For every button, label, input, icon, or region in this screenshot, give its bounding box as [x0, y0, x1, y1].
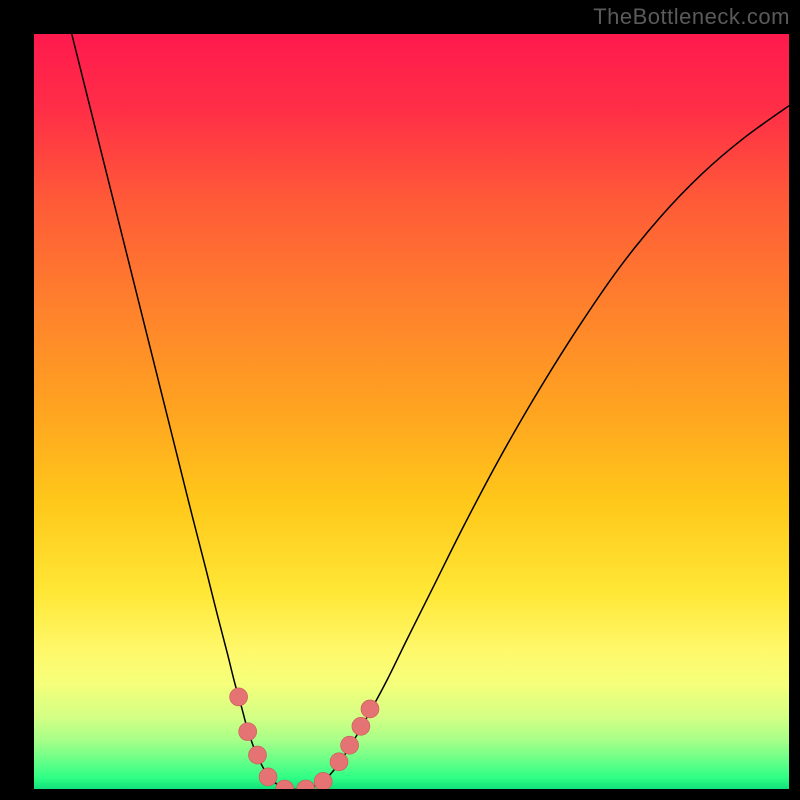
data-marker [248, 746, 266, 764]
data-marker [230, 688, 248, 706]
chart-svg [34, 34, 789, 789]
data-marker [352, 717, 370, 735]
data-marker [361, 700, 379, 718]
data-marker [259, 768, 277, 786]
chart-plot-area [34, 34, 789, 789]
data-marker [314, 772, 332, 789]
data-marker [330, 753, 348, 771]
data-marker [341, 736, 359, 754]
watermark-text: TheBottleneck.com [593, 4, 790, 30]
chart-frame: TheBottleneck.com [0, 0, 800, 800]
data-marker [239, 723, 257, 741]
gradient-background [34, 34, 789, 789]
